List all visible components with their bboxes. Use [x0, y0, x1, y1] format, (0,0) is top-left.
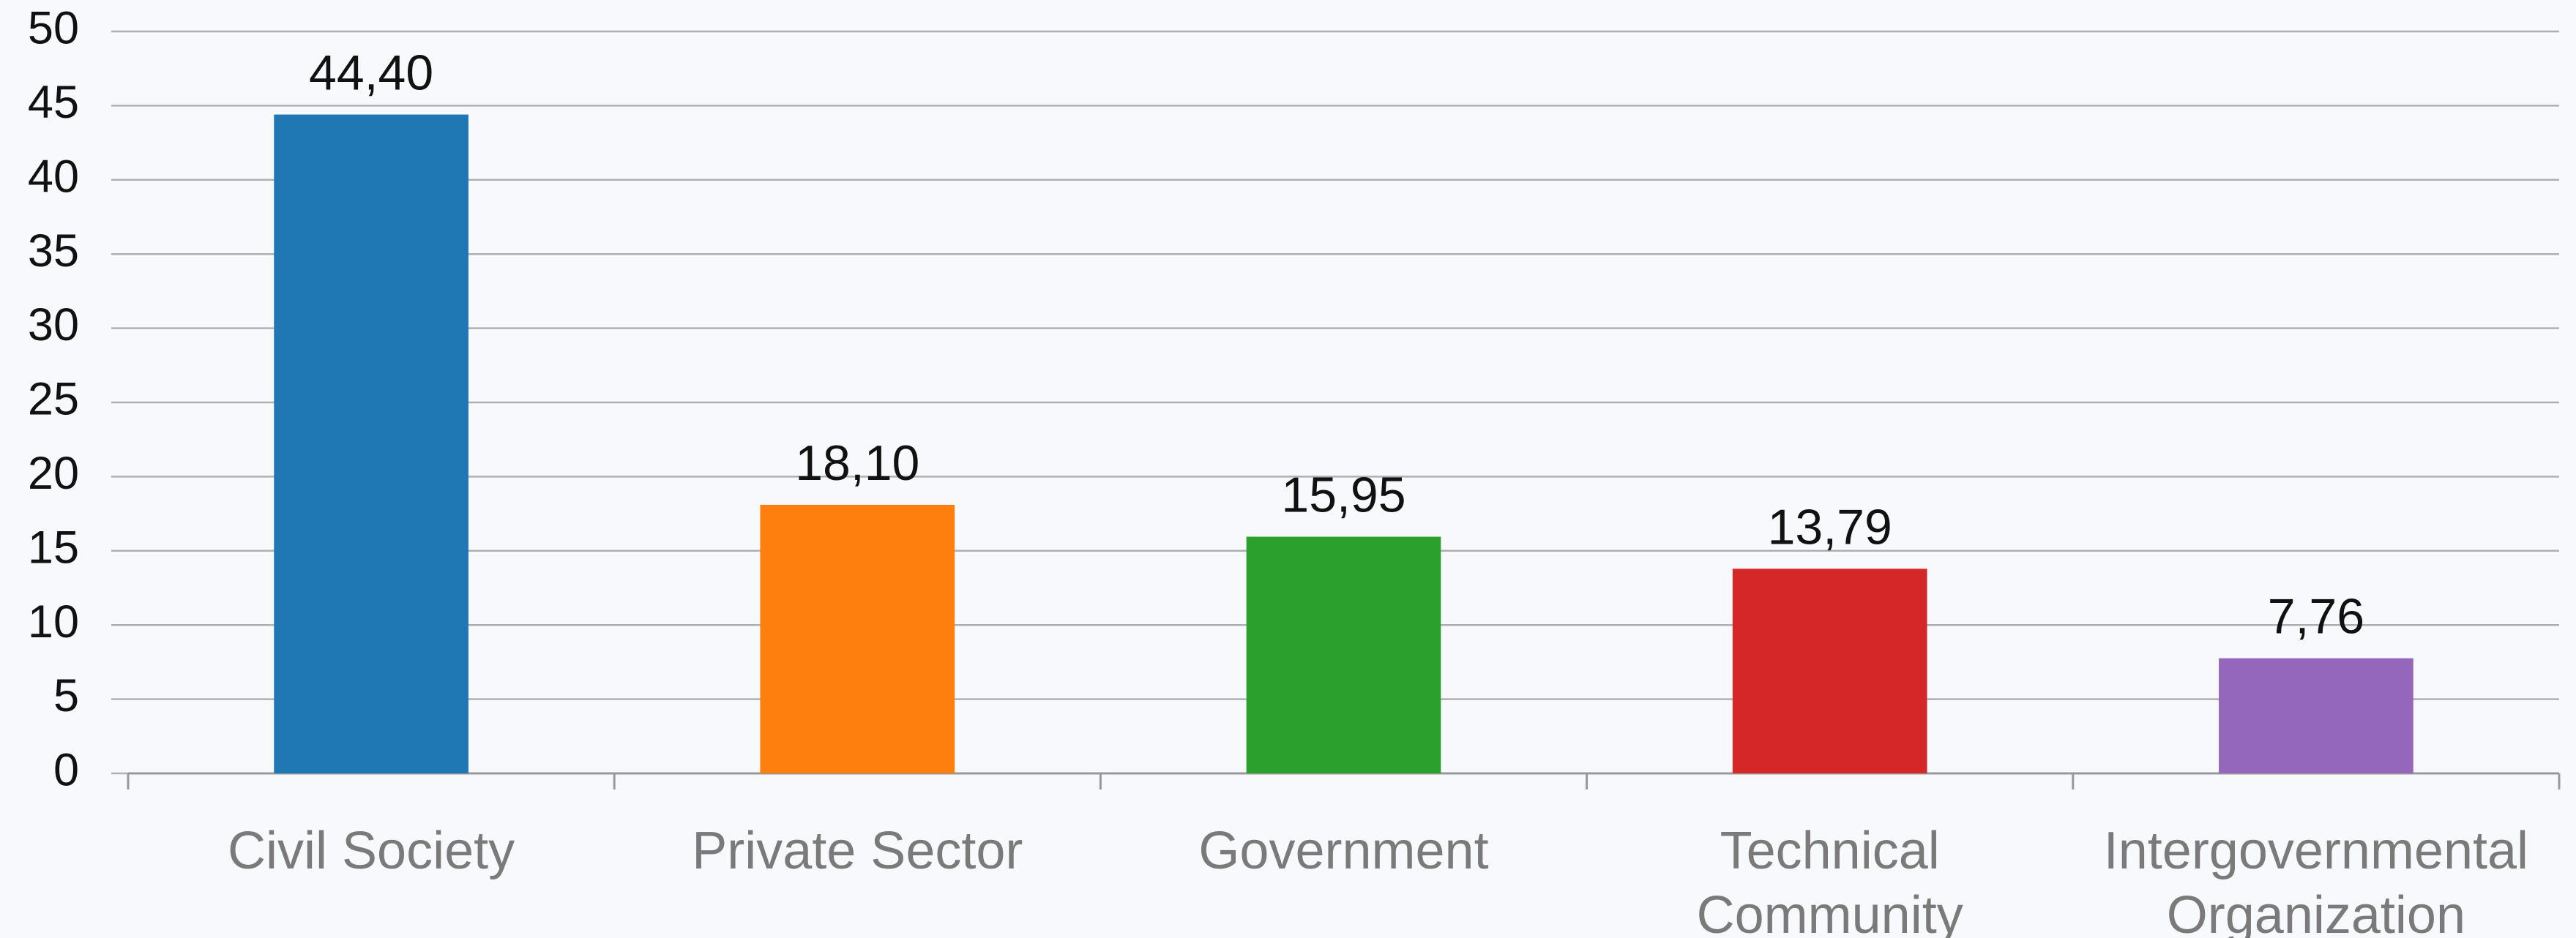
bar: [2219, 658, 2413, 773]
y-tick-label: 30: [28, 299, 79, 350]
y-tick-label: 0: [53, 745, 79, 796]
value-label: 15,95: [1281, 468, 1405, 523]
value-label: 13,79: [1768, 499, 1892, 555]
y-tick-label: 15: [28, 522, 79, 573]
bar: [1246, 536, 1441, 773]
bar: [274, 114, 468, 773]
value-label: 18,10: [795, 435, 919, 491]
y-tick-label: 25: [28, 374, 79, 425]
x-tick-label: Government: [1198, 822, 1489, 880]
x-tick-label: Civil Society: [228, 822, 515, 880]
y-tick-label: 5: [53, 670, 79, 721]
x-tick-label: Technical Community: [1696, 822, 1963, 938]
y-tick-label: 10: [28, 596, 79, 648]
value-label: 7,76: [2268, 589, 2364, 645]
x-tick-label: Private Sector: [692, 822, 1023, 880]
bar: [760, 504, 955, 773]
value-label: 44,40: [309, 45, 433, 101]
y-tick-label: 50: [28, 3, 79, 54]
y-tick-label: 20: [28, 448, 79, 499]
x-tick-label: Intergovernmental Organization: [2103, 822, 2529, 938]
bar: [1732, 569, 1927, 773]
y-tick-label: 40: [28, 151, 79, 202]
y-tick-label: 45: [28, 77, 79, 128]
y-tick-label: 35: [28, 225, 79, 277]
